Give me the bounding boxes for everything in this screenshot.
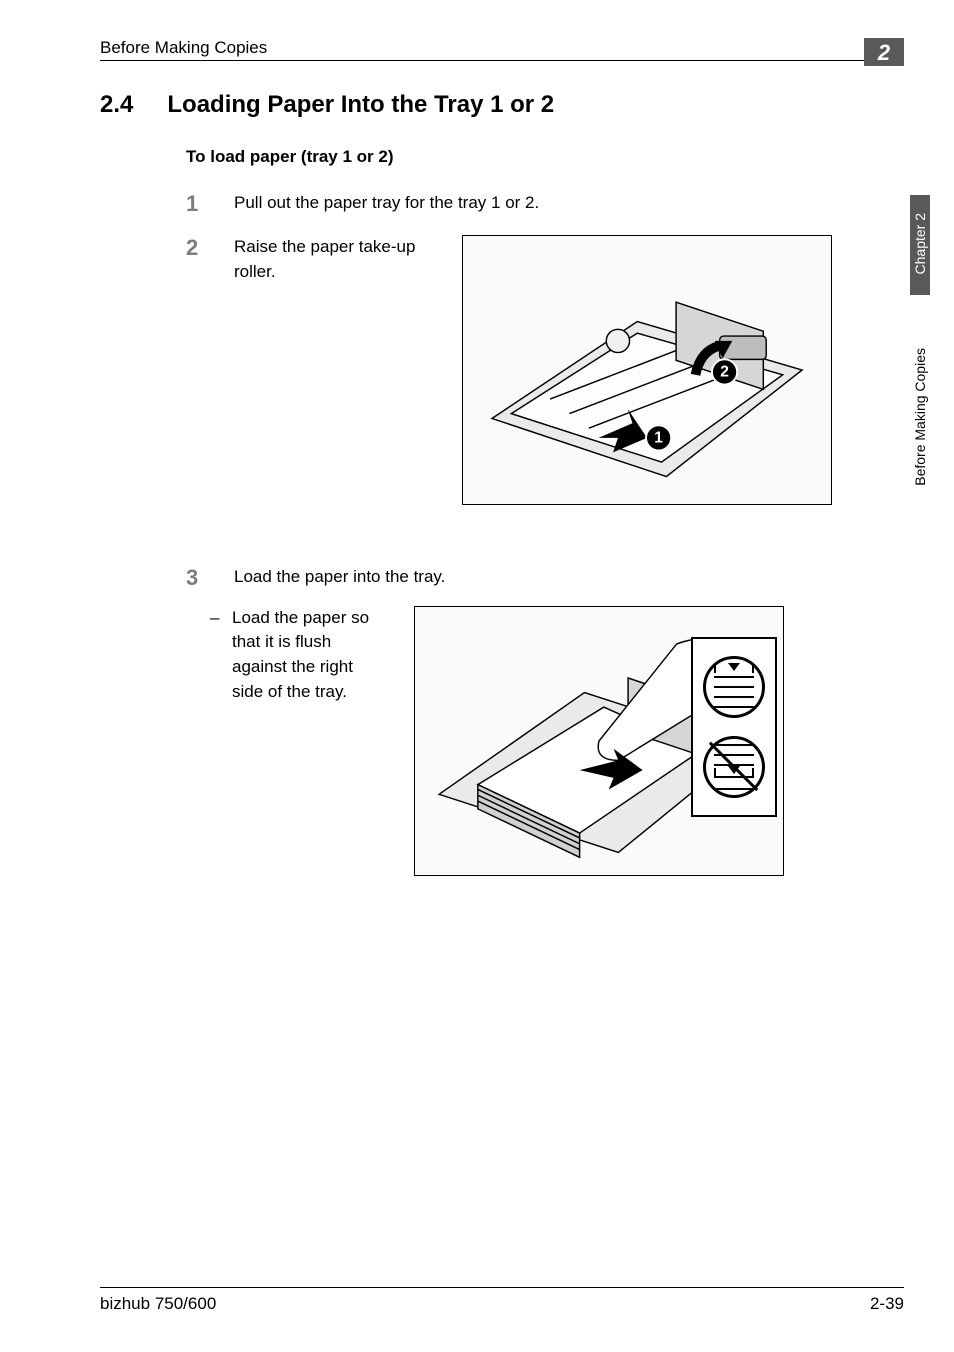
page-footer: bizhub 750/600 2-39: [100, 1287, 904, 1314]
side-chapter-tab: Chapter 2: [910, 195, 930, 295]
paper-limit-inset: [691, 637, 777, 817]
running-title: Before Making Copies: [100, 38, 267, 58]
step-number: 2: [186, 235, 206, 261]
section-title: Loading Paper Into the Tray 1 or 2: [167, 91, 554, 119]
footer-model: bizhub 750/600: [100, 1294, 216, 1314]
section-number: 2.4: [100, 91, 133, 119]
chapter-tab: 2: [864, 38, 904, 66]
step-text: Pull out the paper tray for the tray 1 o…: [234, 191, 904, 217]
side-chapter-label: Chapter 2: [912, 213, 928, 274]
paper-ok-icon: [703, 656, 765, 718]
paper-overfill-prohibited-icon: [703, 736, 765, 798]
step-1: 1 Pull out the paper tray for the tray 1…: [186, 191, 904, 217]
step-number: 1: [186, 191, 206, 217]
step-text: Raise the paper take-up roller.: [234, 235, 434, 284]
illustration-load-paper: [414, 606, 784, 876]
step-3-bullet: Load the paper so that it is flush again…: [186, 606, 386, 705]
callout-1-label: 1: [654, 430, 663, 447]
subheading: To load paper (tray 1 or 2): [186, 147, 904, 167]
side-section-tab: Before Making Copies: [910, 340, 930, 497]
step-text: Load the paper into the tray.: [234, 565, 904, 591]
step-2: 2 Raise the paper take-up roller.: [186, 235, 904, 505]
section-heading: 2.4 Loading Paper Into the Tray 1 or 2: [100, 91, 904, 119]
side-section-label: Before Making Copies: [912, 348, 928, 486]
callout-2-label: 2: [720, 364, 729, 381]
footer-page-number: 2-39: [870, 1294, 904, 1314]
tray-drawing-icon: 1 2: [471, 244, 823, 496]
step-number: 3: [186, 565, 206, 591]
page-header: Before Making Copies: [100, 38, 904, 61]
step-3: 3 Load the paper into the tray. Load the…: [186, 565, 904, 875]
illustration-tray-roller: 1 2: [462, 235, 832, 505]
